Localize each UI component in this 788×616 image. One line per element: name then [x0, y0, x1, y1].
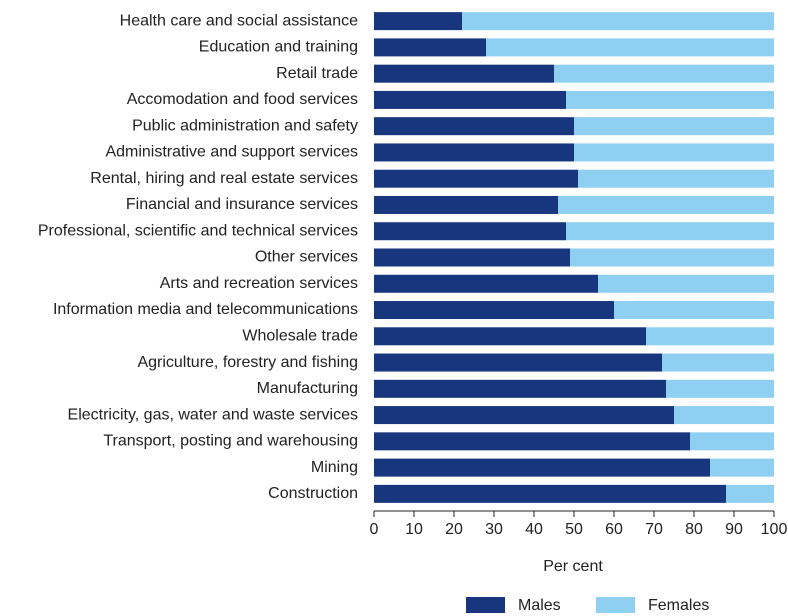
y-tick-label: Electricity, gas, water and waste servic… [68, 406, 358, 423]
bar-segment [614, 301, 774, 320]
x-tick-label: 50 [565, 521, 583, 538]
bar-segment [554, 64, 774, 83]
bar-segment [486, 38, 774, 57]
bar-segment [662, 353, 774, 372]
y-tick-label: Retail trade [276, 65, 358, 82]
x-tick-label: 90 [725, 521, 743, 538]
bar-segment [726, 484, 774, 503]
bar-segment [374, 458, 710, 477]
bar-segment [374, 12, 462, 31]
y-tick-label: Other services [255, 249, 358, 266]
bar-segment [374, 301, 614, 320]
bar-segment [374, 90, 566, 109]
y-tick-label: Education and training [199, 39, 358, 56]
x-tick-label: 70 [645, 521, 663, 538]
y-tick-label: Accomodation and food services [127, 91, 358, 108]
bar-segment [374, 353, 662, 372]
x-tick-label: 30 [485, 521, 503, 538]
bar-segment [374, 169, 578, 188]
bar-segment [374, 195, 558, 214]
x-tick-label: 20 [445, 521, 463, 538]
bar-segment [666, 379, 774, 398]
bar-segment [574, 117, 774, 136]
bar-segment [566, 222, 774, 241]
bar-segment [570, 248, 774, 267]
y-tick-label: Construction [268, 485, 358, 502]
legend-label: Males [518, 597, 561, 614]
bar-segment [374, 406, 674, 425]
bar-segment [374, 64, 554, 83]
y-tick-label: Manufacturing [257, 380, 358, 397]
y-tick-label: Public administration and safety [132, 117, 358, 134]
legend-swatch [466, 597, 505, 613]
legend-label: Females [648, 597, 709, 614]
y-tick-label: Information media and telecommunications [53, 301, 358, 318]
bar-segment [598, 274, 774, 293]
y-tick-label: Transport, posting and warehousing [103, 433, 358, 450]
bar-segment [374, 248, 570, 267]
legend-swatch [596, 597, 635, 613]
y-tick-label: Mining [311, 459, 358, 476]
x-tick-label: 100 [761, 521, 788, 538]
bar-segment [374, 432, 690, 451]
bar-segment [578, 169, 774, 188]
bar-segment [646, 327, 774, 346]
bar-segment [710, 458, 774, 477]
x-tick-label: 60 [605, 521, 623, 538]
y-tick-label: Agriculture, forestry and fishing [137, 354, 358, 371]
y-tick-label: Wholesale trade [242, 328, 358, 345]
x-tick-label: 0 [370, 521, 379, 538]
bar-segment [566, 90, 774, 109]
bar-segment [462, 12, 774, 31]
bar-segment [374, 327, 646, 346]
y-tick-label: Professional, scientific and technical s… [38, 222, 358, 239]
x-axis-label: Per cent [543, 558, 603, 575]
y-tick-label: Rental, hiring and real estate services [90, 170, 358, 187]
bar-segment [374, 143, 574, 162]
bar-segment [574, 143, 774, 162]
x-tick-label: 80 [685, 521, 703, 538]
bar-segment [374, 117, 574, 136]
x-tick-label: 10 [405, 521, 423, 538]
bar-segment [558, 195, 774, 214]
bar-segment [374, 379, 666, 398]
y-tick-label: Financial and insurance services [126, 196, 358, 213]
x-tick-label: 40 [525, 521, 543, 538]
y-tick-label: Health care and social assistance [120, 12, 358, 29]
bar-segment [374, 484, 726, 503]
y-tick-label: Administrative and support services [105, 144, 358, 161]
bar-segment [374, 274, 598, 293]
y-tick-label: Arts and recreation services [160, 275, 358, 292]
bar-segment [374, 38, 486, 57]
bar-segment [690, 432, 774, 451]
bar-segment [674, 406, 774, 425]
bar-segment [374, 222, 566, 241]
